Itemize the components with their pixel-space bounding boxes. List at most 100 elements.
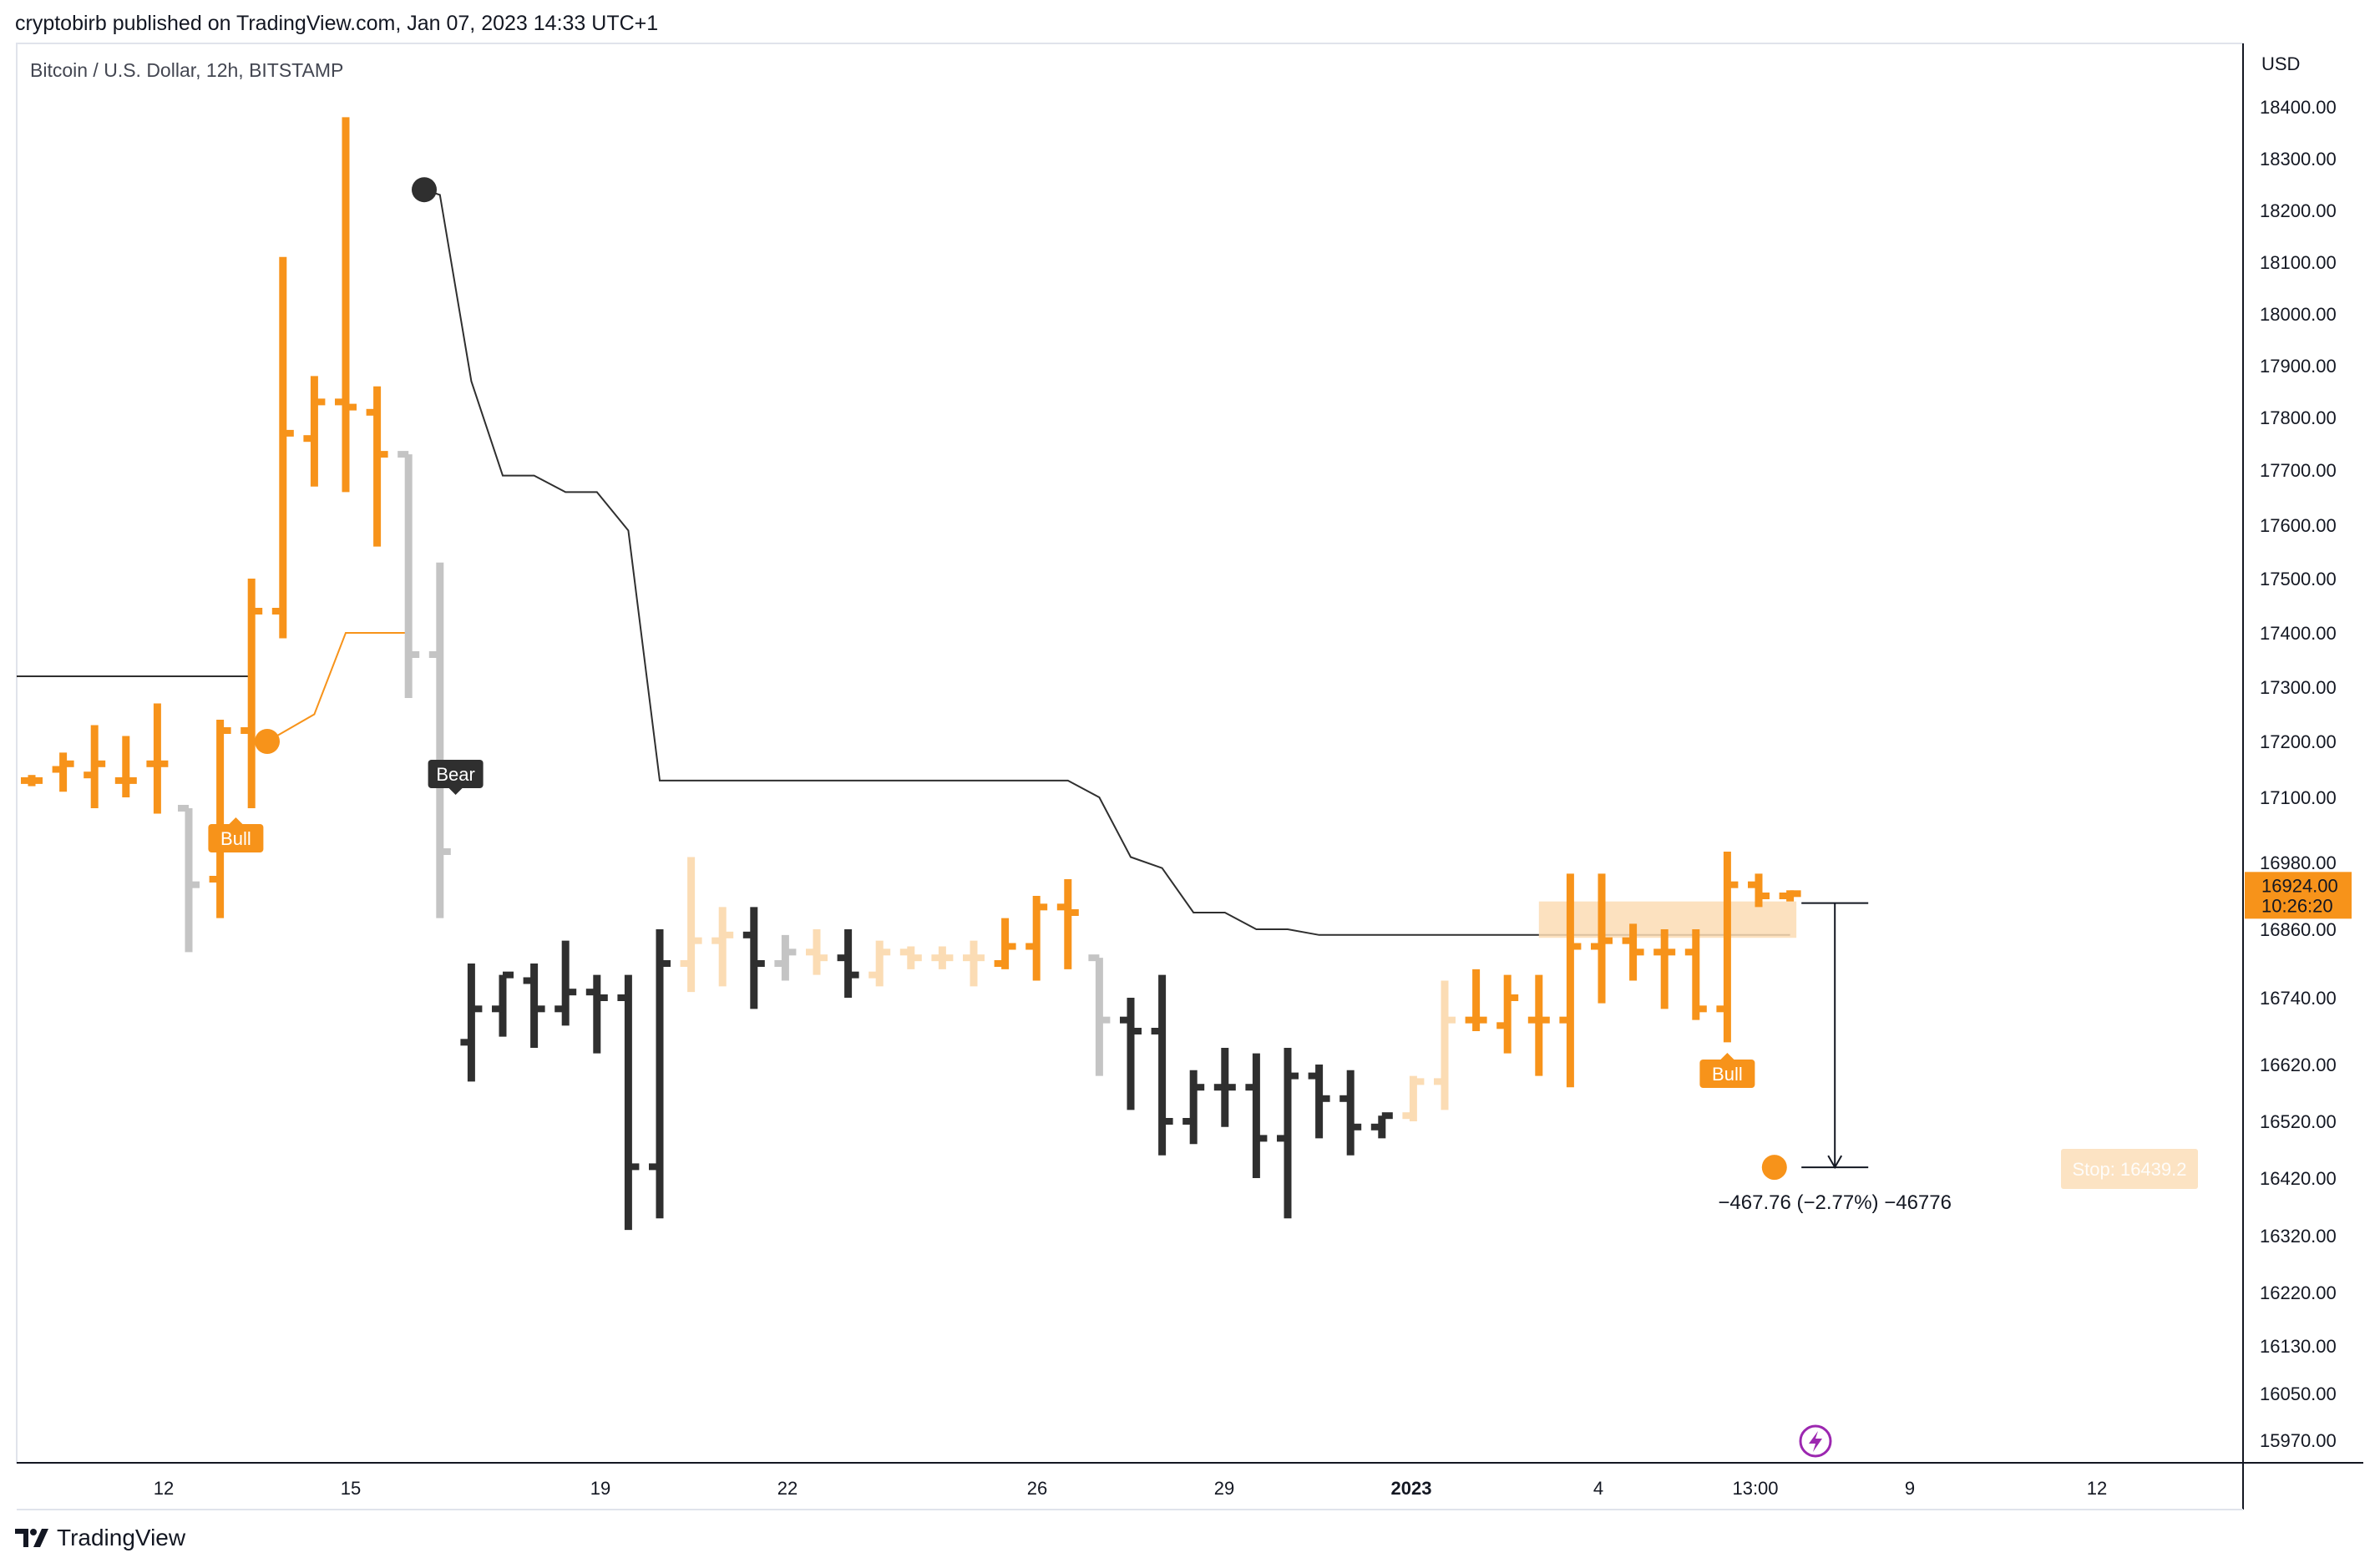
ohlc-bar xyxy=(1402,1075,1425,1121)
ohlc-bar xyxy=(271,256,294,639)
time-tick-label: 29 xyxy=(1214,1478,1234,1499)
price-tick-label: 16860.00 xyxy=(2260,919,2337,940)
ohlc-bar xyxy=(711,907,734,987)
ohlc-bar xyxy=(1370,1112,1393,1139)
ohlc-bar xyxy=(303,376,326,487)
currency-label: USD xyxy=(2261,53,2300,74)
time-tick-label: 12 xyxy=(154,1478,174,1499)
price-tick-label: 17600.00 xyxy=(2260,515,2337,536)
symbol-title: Bitcoin / U.S. Dollar, 12h, BITSTAMP xyxy=(30,59,343,81)
ohlc-bar xyxy=(178,805,200,953)
ohlc-bar xyxy=(1748,873,1770,908)
bull-label-1-box xyxy=(208,824,264,852)
current-price-text: 16924.00 xyxy=(2261,875,2338,896)
time-tick-label: 12 xyxy=(2087,1478,2107,1499)
price-tick-label: 17500.00 xyxy=(2260,569,2337,589)
ohlc-bars xyxy=(21,117,1801,1231)
bull-marker xyxy=(1761,1155,1787,1181)
price-tick-label: 17900.00 xyxy=(2260,356,2337,377)
bear-label-pointer xyxy=(448,788,463,795)
price-tick-label: 16220.00 xyxy=(2260,1282,2337,1303)
publisher-header: cryptobirb published on TradingView.com,… xyxy=(15,12,659,35)
time-tick-label: 13:00 xyxy=(1732,1478,1778,1499)
bull-label-1-pointer xyxy=(229,817,243,824)
price-tick-label: 18000.00 xyxy=(2260,304,2337,325)
price-tick-label: 18300.00 xyxy=(2260,149,2337,169)
ohlc-bar xyxy=(1465,969,1487,1031)
time-tick-label: 2023 xyxy=(1391,1478,1432,1499)
price-tick-label: 18200.00 xyxy=(2260,200,2337,221)
ohlc-bar xyxy=(146,703,169,814)
ohlc-bar xyxy=(1622,923,1644,981)
price-tick-label: 16740.00 xyxy=(2260,988,2337,1009)
ohlc-bar xyxy=(1339,1070,1362,1156)
trailing-stop-line xyxy=(423,189,1790,936)
chart-frame xyxy=(16,43,2363,1510)
plot-border xyxy=(16,43,2244,1464)
ohlc-bar xyxy=(1245,1053,1268,1178)
price-tick-label: 15970.00 xyxy=(2260,1430,2337,1451)
price-tick-label: 16050.00 xyxy=(2260,1383,2337,1404)
ohlc-bar xyxy=(114,736,137,797)
ohlc-bar xyxy=(994,918,1016,969)
ohlc-bar xyxy=(617,974,640,1231)
footer-brand: TradingView xyxy=(57,1525,186,1550)
ohlc-bar xyxy=(492,971,514,1037)
bear-label-text: Bear xyxy=(436,764,474,785)
annotations: Bull Bear Bull −467.76 (−2.77%) −46776 Stop:… xyxy=(208,177,2198,1458)
lightning-icon-bolt xyxy=(1809,1431,1822,1452)
ohlc-bar xyxy=(742,907,765,1009)
price-tick-label: 17400.00 xyxy=(2260,623,2337,644)
ohlc-bar xyxy=(366,386,388,547)
price-tick-label: 16520.00 xyxy=(2260,1111,2337,1132)
bear-marker xyxy=(412,177,437,203)
ohlc-bar xyxy=(1151,974,1173,1156)
measure-arrowhead xyxy=(1827,1155,1843,1170)
price-axis[interactable]: 18400.00 18300.00 18200.00 18100.00 18000.00… xyxy=(2245,97,2352,1451)
stop-tag: Stop: 16439.2 xyxy=(2061,1149,2198,1189)
stop-tag-box xyxy=(2061,1149,2198,1189)
ohlc-bar xyxy=(1496,974,1519,1054)
time-tick-label: 9 xyxy=(1905,1478,1915,1499)
ohlc-bar xyxy=(1088,954,1111,1076)
bull-support-line xyxy=(266,632,409,742)
ohlc-bar xyxy=(335,117,357,493)
price-tick-label: 16320.00 xyxy=(2260,1226,2337,1247)
ohlc-bar xyxy=(1308,1065,1330,1139)
measure-text: −467.76 (−2.77%) −46776 xyxy=(1718,1191,1952,1214)
ohlc-bar xyxy=(774,934,797,981)
price-tick-label: 17700.00 xyxy=(2260,460,2337,481)
bull-label-2-pointer xyxy=(1720,1053,1734,1060)
ohlc-bar xyxy=(868,940,891,987)
ohlc-bar xyxy=(806,929,828,975)
ohlc-bar xyxy=(1653,929,1676,1009)
price-tick-label: 17300.00 xyxy=(2260,677,2337,698)
ohlc-bar xyxy=(398,451,420,698)
bull-marker xyxy=(255,729,280,754)
ohlc-bar xyxy=(52,752,74,792)
footer: TradingView xyxy=(15,1525,185,1551)
ohlc-bar xyxy=(1779,890,1801,902)
ohlc-bar xyxy=(1716,852,1739,1043)
ohlc-bar xyxy=(1559,873,1582,1088)
price-tick-label: 17800.00 xyxy=(2260,407,2337,428)
ohlc-bar xyxy=(585,974,608,1054)
price-tick-label: 16130.00 xyxy=(2260,1336,2337,1357)
ohlc-bar xyxy=(1684,929,1707,1020)
price-tick-label: 18400.00 xyxy=(2260,97,2337,118)
price-tick-label: 16420.00 xyxy=(2260,1168,2337,1189)
bull-label-2-text: Bull xyxy=(1712,1064,1743,1085)
time-axis[interactable]: 12 15 19 22 26 29 2023 4 13:00 9 12 xyxy=(154,1478,2107,1499)
ohlc-bar xyxy=(1591,873,1613,1004)
price-tick-label: 17200.00 xyxy=(2260,731,2337,752)
ohlc-bar xyxy=(1120,998,1142,1110)
ohlc-bar xyxy=(931,946,954,969)
current-price-badge xyxy=(2245,872,2352,919)
time-tick-label: 22 xyxy=(777,1478,798,1499)
ohlc-bar xyxy=(1213,1048,1236,1127)
price-tick-label: 17100.00 xyxy=(2260,787,2337,808)
time-tick-label: 26 xyxy=(1027,1478,1047,1499)
price-tick-label: 16980.00 xyxy=(2260,852,2337,873)
countdown-text: 10:26:20 xyxy=(2261,895,2333,916)
